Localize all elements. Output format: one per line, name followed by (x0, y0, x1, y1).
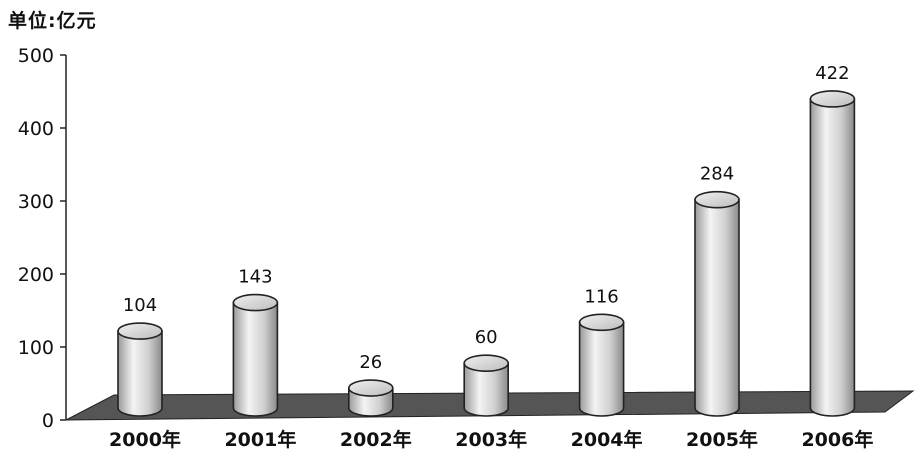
x-tick-label: 2005年 (686, 428, 758, 451)
bar-top (578, 313, 625, 332)
data-label: 284 (700, 164, 734, 185)
bar-body (463, 362, 509, 417)
bar-body (809, 98, 856, 417)
x-tick-label: 2004年 (571, 428, 643, 451)
bar-2000年 (117, 322, 163, 417)
y-tick-label: 100 (18, 337, 54, 359)
bar-2006年 (809, 90, 856, 417)
bar-top (463, 354, 510, 373)
bar-top (117, 322, 163, 340)
y-tick-label: 200 (18, 264, 54, 286)
bar-body (578, 321, 625, 417)
y-tick-label: 400 (18, 118, 54, 140)
x-tick-label: 2000年 (109, 428, 181, 451)
x-tick-label: 2003年 (455, 428, 527, 451)
data-label: 60 (475, 327, 498, 348)
bar-body (694, 198, 740, 417)
data-label: 143 (238, 267, 272, 288)
y-tick-label: 500 (18, 45, 54, 67)
unit-label: 单位:亿元 (8, 10, 97, 32)
bar-body (232, 301, 279, 417)
bar-2005年 (694, 190, 740, 417)
bar-body (117, 330, 163, 417)
bar-top (809, 90, 856, 108)
x-tick-label: 2001年 (224, 428, 296, 451)
bar-2002年 (347, 379, 394, 417)
bar-top (347, 379, 394, 397)
y-tick-label: 300 (18, 191, 54, 213)
bar-2003年 (463, 354, 510, 417)
data-label: 116 (584, 286, 618, 307)
x-tick-label: 2006年 (801, 428, 873, 451)
data-label: 26 (359, 352, 382, 373)
y-tick-label: 0 (42, 410, 54, 432)
data-label: 104 (123, 295, 157, 316)
data-label: 422 (815, 63, 849, 84)
bar-2004年 (578, 313, 625, 417)
bar-top (232, 293, 279, 312)
bar-top (694, 190, 740, 209)
bar-2001年 (232, 293, 279, 417)
x-tick-label: 2002年 (340, 428, 412, 451)
